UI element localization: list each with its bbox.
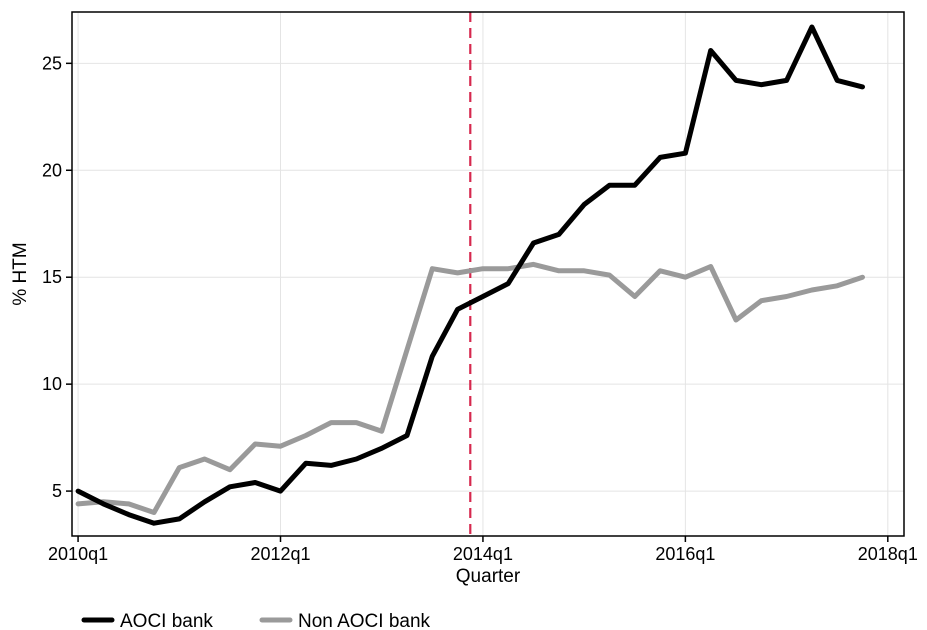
- grid-layer: [72, 12, 904, 536]
- y-tick-label: 5: [52, 481, 62, 501]
- x-tick-label: 2010q1: [48, 544, 108, 564]
- series-layer: [75, 24, 865, 526]
- series-line-1: [75, 24, 865, 526]
- legend-label-1: AOCI bank: [120, 611, 213, 630]
- x-tick-label: 2012q1: [250, 544, 310, 564]
- x-axis-title: Quarter: [456, 566, 521, 587]
- y-tick-label: 10: [42, 374, 62, 394]
- y-tick-label: 25: [42, 53, 62, 73]
- y-tick-label: 20: [42, 160, 62, 180]
- legend-label-2: Non AOCI bank: [298, 611, 431, 630]
- x-tick-label: 2016q1: [655, 544, 715, 564]
- y-axis-title: % HTM: [10, 242, 31, 305]
- series-line-2: [75, 261, 865, 515]
- y-tick-label: 15: [42, 267, 62, 287]
- plot-frame: [71, 11, 905, 537]
- x-axis: 2010q1 2012q1 2014q1 2016q1 2018q1: [48, 536, 918, 564]
- x-tick-label: 2018q1: [858, 544, 918, 564]
- x-tick-label: 2014q1: [453, 544, 513, 564]
- y-axis: 5 10 15 20 25: [42, 53, 72, 501]
- legend: AOCI bank Non AOCI bank: [81, 611, 431, 630]
